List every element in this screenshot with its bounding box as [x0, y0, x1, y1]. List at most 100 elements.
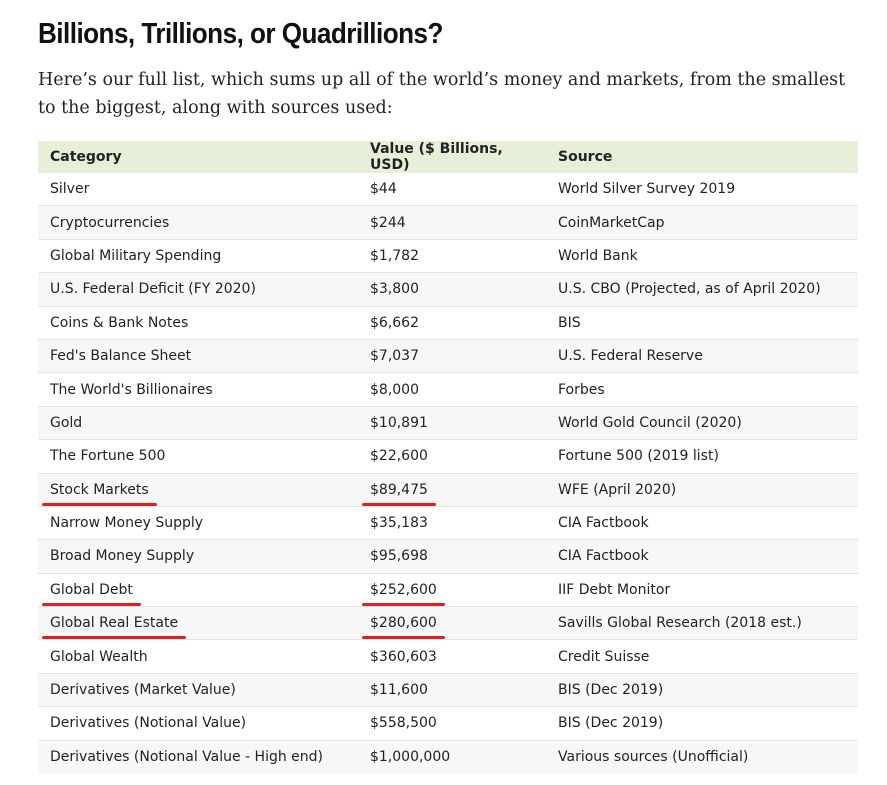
cell-source: BIS [546, 306, 858, 340]
cell-source: World Silver Survey 2019 [546, 173, 858, 207]
value-text: $44 [370, 181, 397, 198]
category-text: Derivatives (Notional Value) [50, 715, 247, 732]
source-text: Savills Global Research (2018 est.) [558, 615, 802, 632]
cell-value: $3,800 [358, 272, 546, 307]
cell-value: $6,662 [358, 306, 546, 340]
cell-category: Derivatives (Notional Value - High end) [38, 740, 358, 774]
cell-category: Global Debt [38, 573, 358, 608]
cell-category: Gold [38, 406, 358, 441]
cell-category: The Fortune 500 [38, 439, 358, 474]
cell-source: CIA Factbook [546, 506, 858, 541]
cell-value: $8,000 [358, 372, 546, 407]
category-text: Global Wealth [50, 648, 148, 665]
cell-category: Fed's Balance Sheet [38, 339, 358, 374]
value-text: $360,603 [370, 648, 437, 665]
table-row: U.S. Federal Deficit (FY 2020) $3,800 U.S.… [38, 272, 858, 307]
category-text: Fed's Balance Sheet [50, 348, 192, 365]
source-text: CoinMarketCap [558, 214, 665, 231]
category-text: The Fortune 500 [50, 448, 166, 465]
cell-value: $1,782 [358, 239, 546, 274]
value-text: $7,037 [370, 348, 419, 365]
value-text: $8,000 [370, 381, 419, 398]
cell-category: Global Wealth [38, 639, 358, 674]
source-text: BIS [558, 314, 581, 331]
cell-value: $244 [358, 205, 546, 240]
cell-category: Silver [38, 173, 358, 207]
source-text: U.S. CBO (Projected, as of April 2020) [558, 281, 821, 298]
cell-source: U.S. CBO (Projected, as of April 2020) [546, 272, 858, 307]
table-row: Global Military Spending $1,782 World Bank [38, 239, 858, 274]
value-text-underlined: $252,600 [362, 581, 445, 606]
source-text: World Bank [558, 247, 638, 264]
value-text: $10,891 [370, 414, 428, 431]
cell-category: Global Military Spending [38, 239, 358, 274]
cell-value: $95,698 [358, 539, 546, 574]
source-text: IIF Debt Monitor [558, 581, 671, 598]
cell-source: U.S. Federal Reserve [546, 339, 858, 374]
source-text: CIA Factbook [558, 515, 649, 532]
category-text: U.S. Federal Deficit (FY 2020) [50, 281, 256, 298]
value-text: $3,800 [370, 281, 419, 298]
table-row: Fed's Balance Sheet $7,037 U.S. Federal Re… [38, 339, 858, 374]
source-text: Various sources (Unofficial) [558, 748, 749, 765]
cell-value: $558,500 [358, 706, 546, 741]
table-row: Gold $10,891 World Gold Council (2020) [38, 406, 858, 441]
cell-category: Stock Markets [38, 473, 358, 507]
cell-source: BIS (Dec 2019) [546, 673, 858, 708]
table-row: Broad Money Supply $95,698 CIA Factbook [38, 539, 858, 574]
cell-source: Fortune 500 (2019 list) [546, 439, 858, 474]
cell-category: Broad Money Supply [38, 539, 358, 574]
source-text: U.S. Federal Reserve [558, 348, 703, 365]
cell-source: World Bank [546, 239, 858, 274]
category-text: Global Military Spending [50, 247, 222, 264]
cell-source: CoinMarketCap [546, 205, 858, 240]
cell-value: $360,603 [358, 639, 546, 674]
cell-source: World Gold Council (2020) [546, 406, 858, 441]
source-text: BIS (Dec 2019) [558, 682, 664, 699]
category-text: Coins & Bank Notes [50, 314, 189, 331]
cell-category: Coins & Bank Notes [38, 306, 358, 340]
cell-source: Credit Suisse [546, 639, 858, 674]
source-text: Forbes [558, 381, 605, 398]
value-text: $11,600 [370, 682, 428, 699]
cell-value: $7,037 [358, 339, 546, 374]
category-text: Derivatives (Notional Value - High end) [50, 748, 324, 765]
table-row: Derivatives (Notional Value - High end) $… [38, 740, 858, 774]
category-text-underlined: Global Real Estate [41, 615, 187, 640]
cell-category: Derivatives (Market Value) [38, 673, 358, 708]
source-text: World Silver Survey 2019 [558, 181, 736, 198]
source-text: BIS (Dec 2019) [558, 715, 664, 732]
category-text-underlined: Global Debt [42, 581, 141, 606]
table-row: Silver $44 World Silver Survey 2019 [38, 173, 858, 207]
category-text: Broad Money Supply [50, 548, 195, 565]
cell-source: WFE (April 2020) [546, 473, 858, 507]
value-text-underlined: $280,600 [362, 615, 445, 640]
value-text: $1,000,000 [370, 748, 451, 765]
table-header-row: Category Value ($ Billions, USD) Source [38, 141, 858, 173]
table-row: Derivatives (Market Value) $11,600 BIS (De… [38, 673, 858, 708]
cell-value: $280,600 [358, 606, 546, 641]
cell-source: IIF Debt Monitor [546, 573, 858, 608]
cell-source: Forbes [546, 372, 858, 407]
value-text-underlined: $89,475 [362, 481, 436, 506]
table-row: Global Debt $252,600 IIF Debt Monitor [38, 573, 858, 608]
cell-value: $44 [358, 173, 546, 207]
cell-source: CIA Factbook [546, 539, 858, 574]
category-text: Narrow Money Supply [50, 515, 204, 532]
cell-value: $89,475 [358, 473, 546, 507]
cell-category: Narrow Money Supply [38, 506, 358, 541]
cell-value: $1,000,000 [358, 740, 546, 774]
cell-value: $10,891 [358, 406, 546, 441]
source-text: Credit Suisse [558, 648, 650, 665]
cell-source: BIS (Dec 2019) [546, 706, 858, 741]
source-text: Fortune 500 (2019 list) [558, 448, 719, 465]
table-row: The Fortune 500 $22,600 Fortune 500 (2019 … [38, 439, 858, 474]
table-row: Derivatives (Notional Value) $558,500 BIS … [38, 706, 858, 741]
cell-category: The World's Billionaires [38, 372, 358, 407]
value-text: $1,782 [370, 247, 419, 264]
money-markets-table: Category Value ($ Billions, USD) Source … [38, 141, 858, 774]
category-text: Cryptocurrencies [50, 214, 170, 231]
category-text-underlined: Stock Markets [42, 481, 157, 506]
table-row: Coins & Bank Notes $6,662 BIS [38, 306, 858, 340]
cell-value: $252,600 [358, 573, 546, 608]
